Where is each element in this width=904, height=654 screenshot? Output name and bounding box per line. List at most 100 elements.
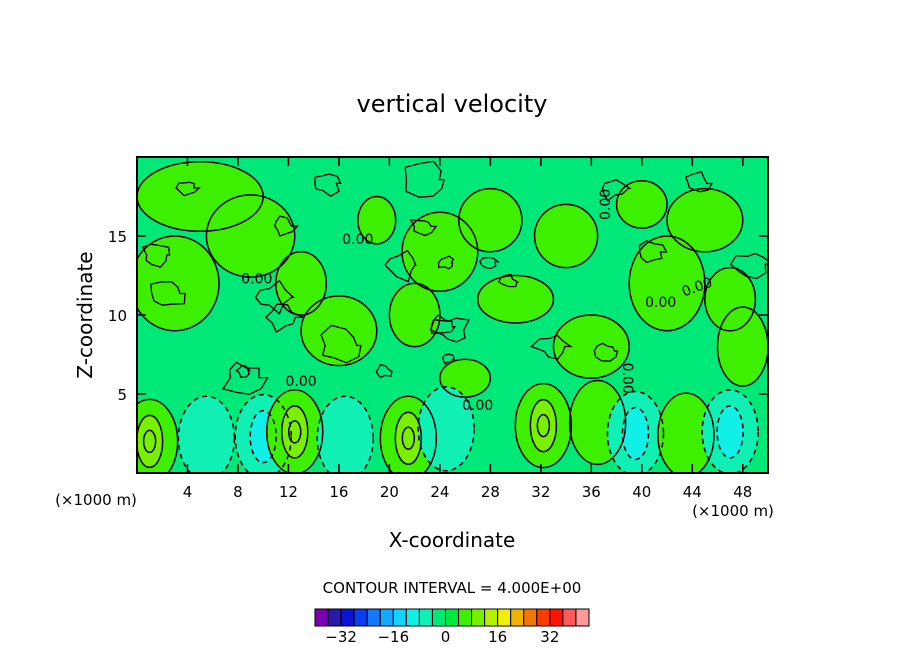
positive-region — [357, 196, 396, 244]
x-tick-label: 16 — [329, 483, 348, 501]
contour-line — [442, 353, 456, 365]
x-tick-label: 12 — [279, 483, 298, 501]
contour-value-label: 0.00 — [462, 398, 493, 414]
positive-region — [137, 236, 220, 331]
contour-line — [716, 306, 768, 387]
contour-line — [458, 187, 523, 253]
colorbar-swatch — [523, 608, 538, 627]
contour-value-label: 0.00 — [645, 295, 676, 311]
contour-line — [249, 409, 277, 464]
contour-line — [529, 398, 558, 453]
contour-line — [177, 395, 236, 473]
contour-line — [281, 405, 309, 459]
contour-line — [375, 364, 393, 379]
colorbar-swatch — [444, 608, 460, 627]
positive-region — [301, 296, 377, 366]
downdraft-cell — [418, 386, 475, 471]
contour-line — [379, 395, 438, 473]
colorbar-swatch — [314, 608, 329, 627]
contour-value-label: 0.00 — [619, 363, 635, 394]
contour-line — [684, 170, 714, 193]
downdraft-core — [622, 407, 649, 460]
contour-interval-label: CONTOUR INTERVAL = 4.000E+00 — [323, 579, 582, 597]
updraft-core — [530, 399, 557, 452]
contour-line — [320, 324, 362, 364]
x-tick-label: 4 — [183, 483, 193, 501]
contour-line — [316, 395, 374, 473]
contour-line — [417, 386, 475, 472]
positive-region — [704, 267, 756, 331]
contour-value-label: 0.00 — [241, 271, 272, 287]
contour-line — [384, 249, 417, 283]
colorbar-tick-label: 0 — [441, 628, 451, 646]
contour-line — [536, 413, 551, 438]
x-tick-label: 40 — [632, 483, 651, 501]
contour-line — [701, 389, 759, 473]
colorbar-swatch — [418, 608, 433, 627]
colorbar-swatch — [458, 608, 473, 627]
colorbar-swatch — [562, 608, 577, 627]
contour-line — [439, 358, 492, 398]
y-tick-label: 15 — [108, 228, 127, 246]
contour-line — [314, 173, 342, 197]
contour-line — [137, 398, 179, 473]
positive-region — [389, 283, 440, 347]
positive-region — [206, 194, 295, 278]
contour-line — [552, 314, 630, 379]
contour-line — [638, 240, 668, 264]
contour-line — [437, 255, 454, 270]
y-axis-label: Z-coordinate — [73, 251, 97, 378]
contour-line — [530, 334, 573, 360]
x-tick-label: 24 — [430, 483, 449, 501]
positive-region — [553, 315, 630, 379]
contour-line — [404, 160, 446, 198]
colorbar-swatch — [497, 608, 512, 627]
contour-line — [704, 266, 757, 332]
contour-line — [254, 279, 295, 315]
positive-region — [616, 180, 668, 229]
colorbar-tick-label: 32 — [540, 628, 559, 646]
contour-line — [234, 393, 292, 473]
contour-line — [150, 281, 186, 306]
x-tick-label: 20 — [380, 483, 399, 501]
contour-line — [476, 274, 555, 324]
colorbar-swatch — [484, 608, 499, 627]
x-units-right: (×1000 m) — [692, 502, 774, 520]
chart-title: vertical velocity — [357, 90, 548, 118]
contour-line — [394, 411, 423, 465]
colorbar-swatch — [536, 608, 551, 627]
updraft-cell — [657, 393, 714, 473]
contour-line — [716, 405, 744, 459]
contour-line — [175, 181, 201, 197]
colorbar-ticks: −32 −16 0 16 32 — [325, 628, 559, 646]
contour-line — [401, 211, 479, 293]
contour-line — [137, 414, 164, 469]
colorbar-swatch — [431, 608, 446, 627]
colorbar-swatch — [366, 608, 381, 627]
contour-line — [300, 295, 378, 367]
contour-line — [606, 390, 665, 473]
contour-line — [142, 429, 157, 454]
x-units-left: (×1000 m) — [55, 491, 137, 509]
contour-line — [274, 215, 299, 237]
colorbar-swatch — [510, 608, 525, 627]
y-tick-label: 5 — [117, 386, 127, 404]
contour-line — [357, 195, 397, 245]
contour-line — [729, 252, 768, 280]
contour-line — [628, 235, 706, 332]
contour-line — [498, 273, 520, 288]
x-axis-label: X-coordinate — [389, 528, 516, 552]
colorbar — [314, 608, 590, 627]
contour-line — [288, 420, 302, 444]
colorbar-swatch — [471, 608, 486, 627]
contour-line — [533, 203, 599, 269]
contour-line — [205, 194, 296, 278]
colorbar-tick-label: −32 — [325, 628, 357, 646]
contour-line — [601, 179, 632, 202]
x-tick-label: 28 — [481, 483, 500, 501]
contour-value-label: 0.00 — [598, 189, 614, 220]
contour-line — [568, 379, 627, 466]
updraft-core — [137, 415, 163, 468]
contour-line — [264, 303, 304, 334]
